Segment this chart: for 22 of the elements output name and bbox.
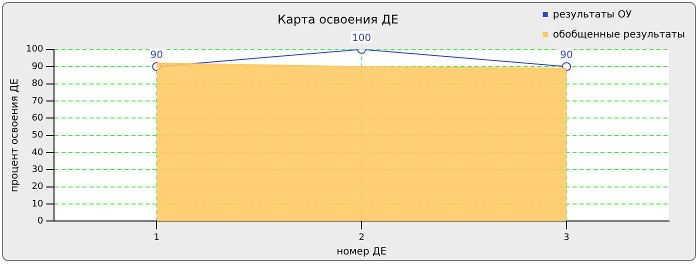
y-tick-label: 60 (32, 113, 44, 124)
chart-title: Карта освоения ДЕ (277, 12, 399, 26)
y-tick-label: 10 (32, 199, 44, 210)
y-tick-label: 0 (37, 216, 44, 227)
y-tick-label: 50 (32, 130, 44, 141)
data-label: 100 (352, 32, 372, 44)
legend-label: результаты ОУ (552, 10, 632, 21)
x-tick-label: 1 (154, 232, 160, 243)
y-tick-label: 70 (32, 96, 44, 106)
x-tick-label: 2 (358, 232, 364, 243)
y-tick-label: 80 (32, 79, 44, 90)
y-axis-title: процент освоения ДЕ (10, 78, 21, 192)
data-label: 90 (150, 50, 164, 62)
y-tick-label: 40 (32, 148, 44, 158)
legend-label: обобщенные результаты (552, 30, 686, 41)
x-tick-label: 3 (564, 232, 570, 243)
y-tick-label: 20 (32, 182, 44, 192)
y-tick-label: 100 (26, 44, 44, 55)
x-axis-title: номер ДЕ (336, 246, 387, 258)
y-tick-label: 90 (32, 62, 44, 72)
data-label: 90 (560, 50, 573, 62)
y-tick-label: 30 (32, 165, 44, 176)
